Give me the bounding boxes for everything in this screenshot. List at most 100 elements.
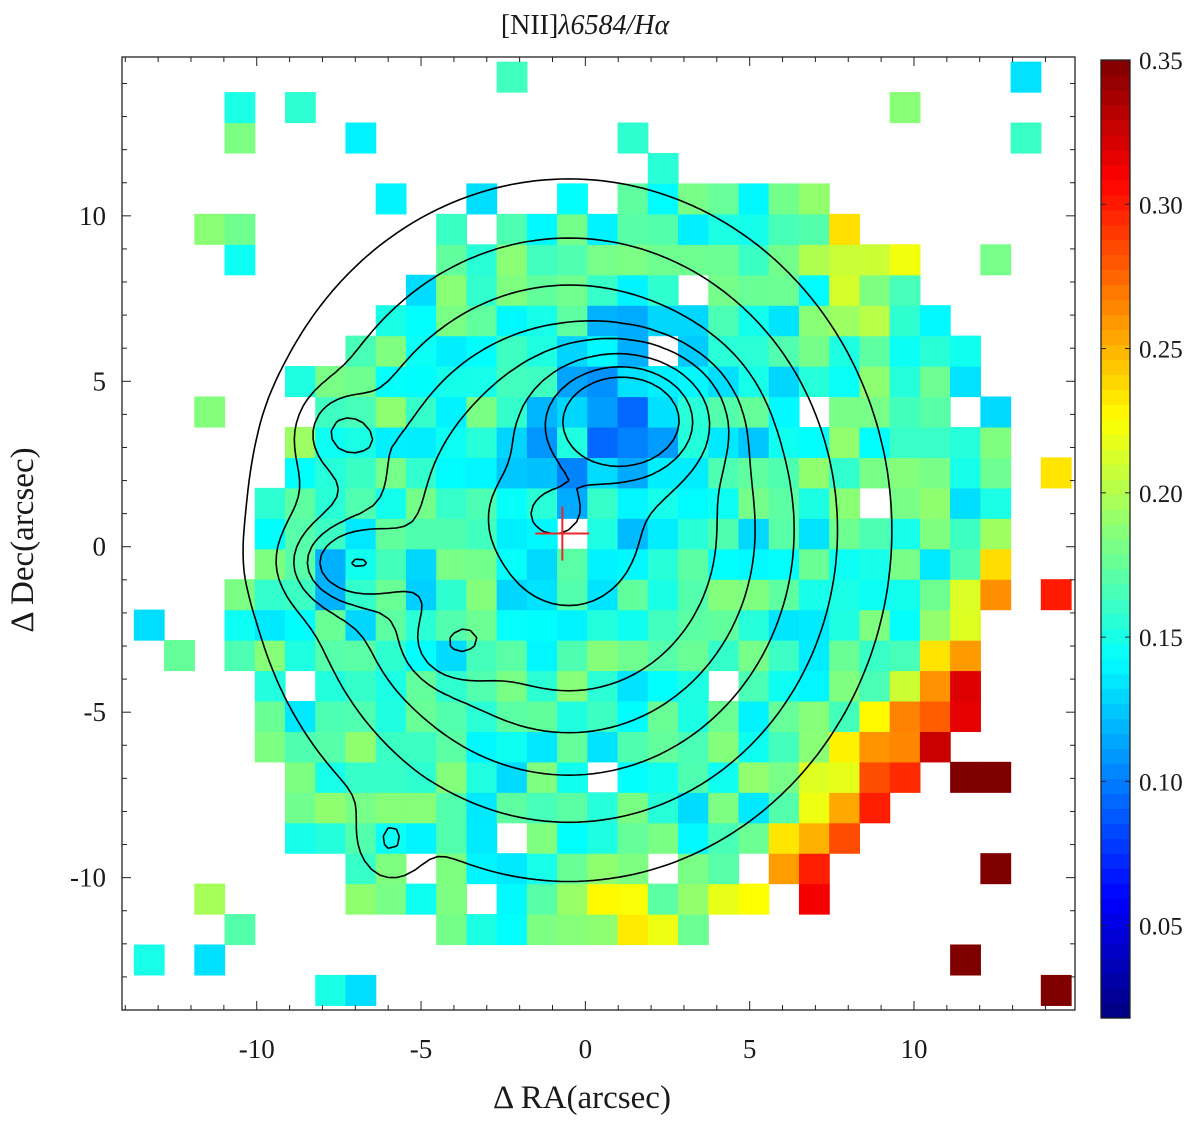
colorbar-band	[1101, 269, 1130, 286]
colorbar-band	[1101, 898, 1130, 914]
heat-cell	[224, 609, 256, 641]
heat-cell	[889, 518, 921, 550]
heat-cell	[768, 609, 800, 641]
heat-cell	[496, 548, 528, 580]
colorbar-band	[1101, 524, 1130, 540]
heat-cell	[496, 487, 528, 519]
heat-cell	[557, 731, 588, 763]
heat-cell	[768, 670, 800, 702]
heat-cell	[405, 822, 437, 854]
colorbar-band	[1101, 329, 1130, 346]
heat-cell	[436, 213, 467, 245]
heat-cell	[829, 731, 861, 763]
heat-cell	[678, 457, 709, 489]
heat-cell	[919, 487, 951, 519]
heat-cell	[889, 457, 921, 489]
heat-cell	[798, 883, 830, 915]
colorbar-band	[1101, 913, 1130, 929]
heat-cell	[466, 548, 498, 580]
heat-cell	[919, 731, 951, 763]
heat-cell	[496, 700, 528, 732]
contour-line	[530, 366, 694, 535]
heat-cell	[829, 396, 861, 428]
colorbar: 0.05 0.10 0.15 0.20 0.25 0.30 0.35	[1100, 48, 1183, 1019]
heat-cell	[436, 335, 467, 367]
heat-cell	[768, 518, 800, 550]
heat-cell	[496, 853, 528, 885]
heat-cell	[708, 731, 740, 763]
heat-cell	[526, 548, 558, 580]
heat-cell	[617, 914, 649, 946]
heat-cell	[647, 366, 679, 398]
heat-cell	[647, 761, 679, 793]
heat-cell	[798, 792, 830, 824]
heat-cell	[617, 396, 649, 428]
heat-cell	[466, 244, 498, 276]
contour-line	[562, 376, 680, 468]
heat-cell	[496, 670, 528, 702]
heat-cell	[375, 518, 407, 550]
heat-cell	[798, 579, 830, 611]
heat-cell	[496, 305, 528, 337]
heat-cell	[254, 609, 286, 641]
heat-cell	[889, 761, 921, 793]
colorbar-band	[1101, 988, 1130, 1004]
colorbar-band	[1101, 883, 1130, 899]
heat-cell	[708, 457, 740, 489]
heat-cell	[829, 244, 861, 276]
heat-cell	[587, 518, 619, 550]
heat-cell	[708, 396, 740, 428]
colorbar-band	[1101, 149, 1130, 166]
heat-cell	[587, 426, 619, 458]
heat-cell	[647, 426, 679, 458]
heat-cell	[950, 548, 981, 580]
heat-cell	[919, 366, 951, 398]
heat-cell	[708, 883, 740, 915]
heat-cell	[375, 700, 407, 732]
colorbar-band	[1101, 224, 1130, 241]
heat-cell	[436, 914, 467, 946]
colorbar-band	[1101, 568, 1130, 585]
heat-cell	[738, 579, 770, 611]
heat-cell	[496, 244, 528, 276]
heat-cell	[254, 548, 286, 580]
heat-cell	[375, 457, 407, 489]
heat-cell	[980, 457, 1012, 489]
heat-cell	[859, 396, 891, 428]
heat-cell	[829, 366, 861, 398]
heat-cell	[405, 335, 437, 367]
heat-cell	[859, 548, 891, 580]
contour-line	[275, 237, 839, 850]
heat-cell	[405, 366, 437, 398]
heat-cell	[496, 213, 528, 245]
heat-cell	[1040, 974, 1072, 1006]
heat-cell	[557, 244, 588, 276]
heat-cell	[557, 366, 588, 398]
heat-cell	[345, 518, 377, 550]
heat-cell	[375, 335, 407, 367]
heat-cell	[950, 335, 981, 367]
colorbar-band	[1101, 928, 1130, 944]
heat-cell	[254, 640, 286, 672]
heat-cell	[587, 548, 619, 580]
heat-cell	[405, 305, 437, 337]
heat-cell	[375, 853, 407, 885]
heat-cell	[466, 426, 498, 458]
heat-cell	[436, 518, 467, 550]
heat-cell	[375, 761, 407, 793]
colorbar-band	[1101, 464, 1130, 480]
colorbar-band	[1101, 104, 1130, 121]
heat-cell	[889, 487, 921, 519]
heat-cell	[557, 670, 588, 702]
colorbar-band	[1101, 89, 1130, 106]
colorbar-band	[1101, 449, 1130, 465]
heat-cell	[617, 883, 649, 915]
heat-cell	[647, 487, 679, 519]
heat-cell	[436, 487, 467, 519]
heat-cell	[647, 579, 679, 611]
colorbar-tick-label: 0.05	[1139, 914, 1183, 941]
heat-cell	[859, 426, 891, 458]
heat-cell	[859, 518, 891, 550]
heat-cell	[678, 609, 709, 641]
